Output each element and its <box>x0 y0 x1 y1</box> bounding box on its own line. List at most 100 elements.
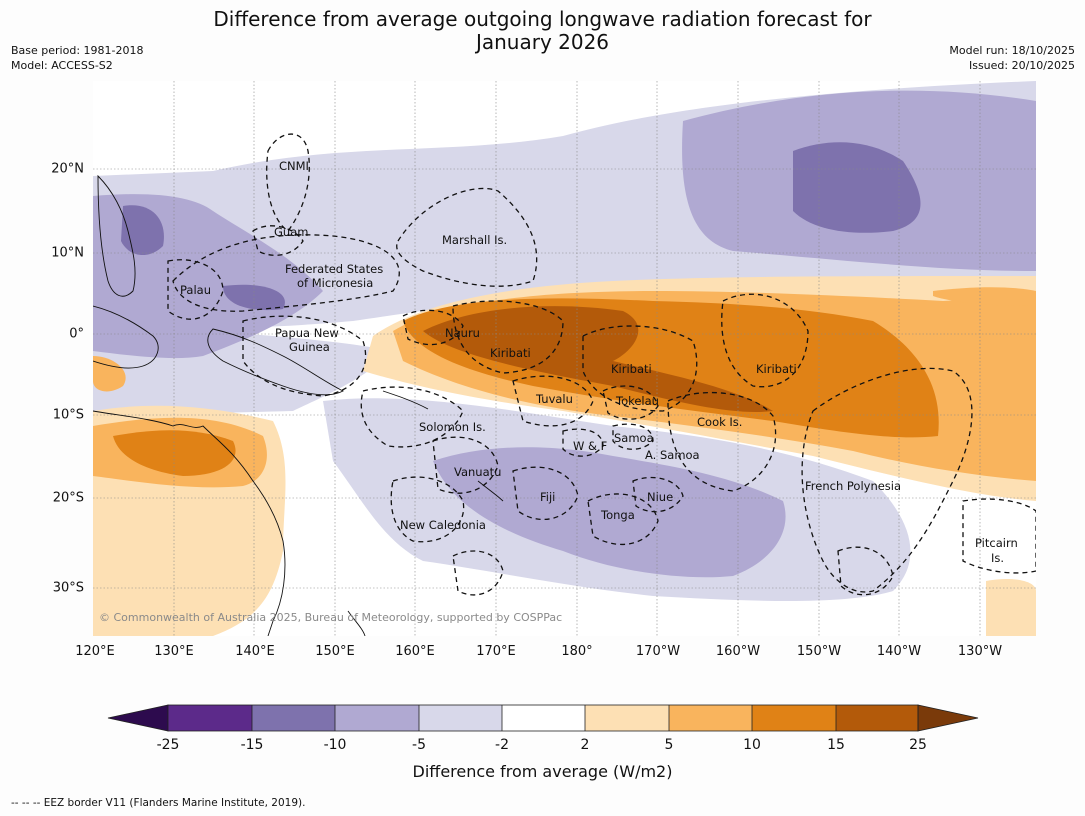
x-tick-130w: 130°W <box>957 644 1003 659</box>
x-tick-140e: 140°E <box>235 644 275 659</box>
label-micronesia-2: of Micronesia <box>297 276 373 290</box>
label-kiribati-east: Kiribati <box>756 362 797 376</box>
colorbar-bin-5-10 <box>669 705 752 731</box>
label-new-caledonia: New Caledonia <box>400 518 486 532</box>
label-vanuatu: Vanuatu <box>454 465 501 479</box>
place-labels: CNMI Guam Marshall Is. Federated States … <box>180 159 1018 565</box>
new-guinea-orange <box>93 356 126 392</box>
title-line-2: January 2026 <box>475 30 610 54</box>
label-cnmi: CNMI <box>279 159 309 173</box>
colorbar-tick: 10 <box>743 737 761 753</box>
label-french-polynesia: French Polynesia <box>805 479 901 493</box>
positive-anomaly-fields <box>93 276 1036 636</box>
label-tokelau: Tokelau <box>615 394 659 408</box>
eez-pitcairn <box>962 498 1036 574</box>
south-east-light-orange <box>986 579 1036 636</box>
label-png-2: Guinea <box>289 340 330 354</box>
solomon-islands-coastline <box>382 390 429 410</box>
label-cook: Cook Is. <box>697 415 742 429</box>
graticule <box>93 81 1036 636</box>
eez-palau <box>167 259 224 320</box>
label-fiji: Fiji <box>540 490 555 504</box>
equatorial-orange-15-25 <box>423 306 773 412</box>
label-kiribati-west: Kiribati <box>490 346 531 360</box>
label-tuvalu: Tuvalu <box>535 392 573 406</box>
colorbar-tick: -15 <box>240 737 264 753</box>
eez-kiribati-central <box>582 325 698 412</box>
label-pitcairn-2: Is. <box>991 551 1004 565</box>
x-tick-170w: 170°W <box>635 644 681 659</box>
y-tick-20n: 20°N <box>51 161 84 177</box>
eez-tuvalu <box>512 375 594 427</box>
meta-left: Base period: 1981-2018 Model: ACCESS-S2 <box>11 43 143 73</box>
colorbar-label: Difference from average (W/m2) <box>412 762 673 781</box>
x-tick-120e: 120°E <box>75 644 115 659</box>
eez-samoa <box>612 423 654 450</box>
colorbar <box>107 704 979 732</box>
x-tick-150w: 150°W <box>796 644 842 659</box>
eez-tonga <box>587 493 659 546</box>
eez-footnote: -- -- -- EEZ border V11 (Flanders Marine… <box>11 797 306 809</box>
issued-date: Issued: 20/10/2025 <box>968 59 1075 72</box>
y-tick-0: 0° <box>69 326 84 342</box>
label-solomon: Solomon Is. <box>419 420 486 434</box>
colorbar-bin-10-15 <box>752 705 836 731</box>
borneo-sulawesi-coastline <box>93 305 159 369</box>
label-american-samoa: A. Samoa <box>645 448 700 462</box>
colorbar-bin-n15-n10 <box>252 705 335 731</box>
west-dark-purple <box>121 205 164 256</box>
eez-guam <box>252 225 304 256</box>
label-micronesia-1: Federated States <box>285 262 383 276</box>
new-zealand-coastline <box>347 610 366 636</box>
model-run: Model run: 18/10/2025 <box>949 44 1075 57</box>
colorbar-tick: 5 <box>664 737 674 753</box>
colorbar-tick: -5 <box>412 737 426 753</box>
colorbar-bin-2-5 <box>585 705 669 731</box>
south-medium-purple <box>433 447 786 578</box>
x-tick-130e: 130°E <box>154 644 194 659</box>
negative-anomaly-fields <box>93 81 1036 601</box>
label-kiribati-central: Kiribati <box>611 362 652 376</box>
colorbar-frame <box>167 704 919 732</box>
philippines-coastline <box>97 174 136 297</box>
colorbar-tick: 2 <box>580 737 590 753</box>
y-tick-30s: 30°S <box>52 580 84 596</box>
y-tick-10n: 10°N <box>51 245 84 261</box>
new-caledonia-coastline <box>477 480 504 502</box>
eez-wallis-futuna <box>562 428 604 457</box>
label-tonga: Tonga <box>600 508 635 522</box>
eez-new-caledonia <box>390 476 465 543</box>
x-tick-150e: 150°E <box>315 644 355 659</box>
colorbar-tick: -2 <box>495 737 509 753</box>
x-tick-180: 180° <box>561 644 593 659</box>
label-guam: Guam <box>274 225 308 239</box>
label-niue: Niue <box>647 490 673 504</box>
eez-norfolk <box>452 550 504 596</box>
eez-cnmi <box>266 133 310 232</box>
x-tick-160w: 160°W <box>715 644 761 659</box>
eez-png <box>242 315 367 397</box>
colorbar-bin-n2-2 <box>502 705 585 731</box>
colorbar-bin-n10-n5 <box>335 705 419 731</box>
title-line-1: Difference from average outgoing longwav… <box>213 7 872 31</box>
y-tick-10s: 10°S <box>52 407 84 423</box>
label-palau: Palau <box>180 283 211 297</box>
label-samoa: Samoa <box>614 431 654 445</box>
east-orange-strip <box>933 287 1036 306</box>
label-wallis-futuna: W & F <box>573 439 607 453</box>
eez-french-polynesia <box>801 367 973 593</box>
colorbar-tick: 15 <box>827 737 845 753</box>
copyright-notice: © Commonwealth of Australia 2025, Bureau… <box>99 611 562 624</box>
colorbar-extend-low <box>107 704 169 732</box>
model-name: Model: ACCESS-S2 <box>11 59 113 72</box>
palau-dark-purple <box>223 284 285 311</box>
eez-pitcairn-west <box>837 546 894 596</box>
colorbar-bin-n5-n2 <box>419 705 502 731</box>
colorbar-bin-n25-n15 <box>168 705 252 731</box>
eez-solomon <box>360 386 464 448</box>
chart-title: Difference from average outgoing longwav… <box>0 8 1085 54</box>
label-pitcairn-1: Pitcairn <box>975 536 1018 550</box>
x-tick-160e: 160°E <box>395 644 435 659</box>
new-guinea-coastline <box>207 328 344 396</box>
eez-kiribati-east <box>721 293 809 388</box>
